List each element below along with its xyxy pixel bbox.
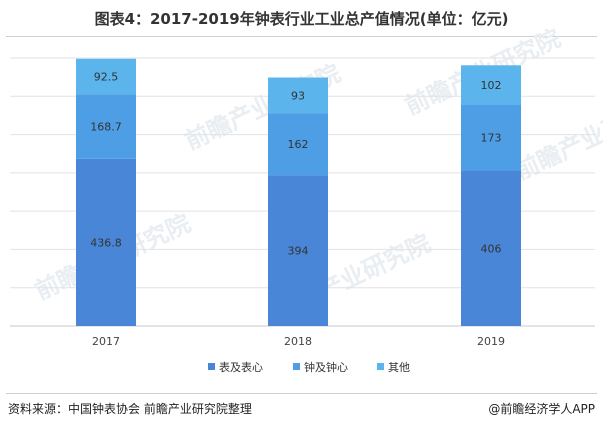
bar-value-label: 162 xyxy=(288,138,309,151)
stacked-bar-chart: 前瞻产业研究院前瞻产业研究院前瞻产业研究院前瞻产业研究院前瞻产业研究院 436.… xyxy=(10,24,603,374)
footer-divider xyxy=(6,393,597,394)
source-note: 资料来源：中国钟表协会 前瞻产业研究院整理 xyxy=(8,402,252,416)
bar-value-label: 173 xyxy=(481,131,502,144)
bar-segment xyxy=(461,104,521,171)
data-labels: 436.8 168.7 92.5 394 162 93 406 173 102 xyxy=(90,70,501,257)
x-tick-label: 2019 xyxy=(477,335,505,348)
bar-value-label: 168.7 xyxy=(90,120,122,133)
bar-value-label: 406 xyxy=(481,242,502,255)
bar-value-label: 92.5 xyxy=(94,70,119,83)
chart-title: 图表4：2017-2019年钟表行业工业总产值情况(单位：亿元) xyxy=(94,10,509,28)
bar-segment xyxy=(268,77,328,114)
bar-segment xyxy=(268,113,328,176)
x-tick-label: 2017 xyxy=(92,335,120,348)
legend: 表及表心 钟及钟心 其他 xyxy=(208,360,410,374)
bar-segment xyxy=(268,175,328,326)
bar-value-label: 102 xyxy=(481,79,502,92)
watermark-text: 前瞻产业研究院 xyxy=(511,89,603,185)
bar-value-label: 436.8 xyxy=(90,236,122,249)
legend-label: 表及表心 xyxy=(219,360,263,374)
bar-segment xyxy=(461,170,521,326)
legend-swatch xyxy=(208,363,215,370)
legend-label: 钟及钟心 xyxy=(304,360,348,374)
bar-value-label: 394 xyxy=(288,245,309,258)
title-divider xyxy=(6,36,597,37)
legend-label: 其他 xyxy=(388,361,410,374)
legend-swatch xyxy=(377,363,384,370)
bar-series xyxy=(76,58,521,326)
brand-credit: @前瞻经济学人APP xyxy=(488,402,595,416)
bar-segment xyxy=(461,65,521,105)
bar-segment xyxy=(76,158,136,326)
bar-segment xyxy=(76,94,136,159)
bar-segment xyxy=(76,58,136,95)
x-axis-ticks: 2017 2018 2019 xyxy=(92,335,505,348)
bar-value-label: 93 xyxy=(291,89,305,102)
legend-swatch xyxy=(293,363,300,370)
x-tick-label: 2018 xyxy=(284,335,312,348)
